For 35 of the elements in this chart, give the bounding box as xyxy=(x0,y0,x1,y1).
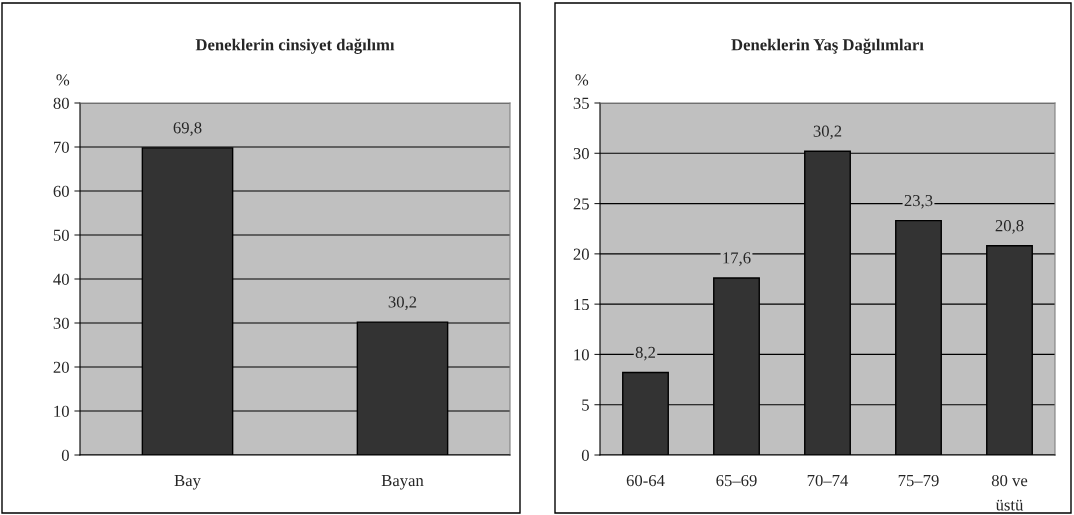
x-tick-label: 70–74 xyxy=(807,474,849,487)
y-tick-label: 30 xyxy=(573,147,589,160)
y-tick-label: 60 xyxy=(53,185,69,197)
y-tick-label: 25 xyxy=(573,198,589,210)
chart-title: Deneklerin Yaş Dağılımları xyxy=(731,38,924,54)
data-label: 8,2 xyxy=(635,346,655,361)
y-tick-label: 15 xyxy=(574,298,589,311)
y-tick-label: 10 xyxy=(54,405,69,417)
y-tick-label: 5 xyxy=(582,399,589,411)
y-tick-label: 20 xyxy=(53,361,69,373)
data-label: 30,2 xyxy=(388,296,417,311)
x-tick-label: Bayan xyxy=(381,475,424,490)
y-axis-title: % xyxy=(575,74,589,86)
data-label: 23,3 xyxy=(904,194,933,209)
y-tick-label: 70 xyxy=(54,141,69,153)
y-tick-label: 10 xyxy=(574,349,589,361)
x-tick-label: 65–69 xyxy=(716,474,757,487)
x-tick-label: Bay xyxy=(174,475,201,490)
data-label: 69,8 xyxy=(173,122,202,136)
y-tick-label: 40 xyxy=(53,273,69,285)
x-tick-label: 80 ve üstü xyxy=(991,474,1028,511)
y-axis-title: % xyxy=(56,74,70,86)
chart-title: Deneklerin cinsiyet dağılımı xyxy=(195,38,395,54)
data-label: 17,6 xyxy=(723,252,751,266)
data-label: 20,8 xyxy=(995,220,1024,234)
x-tick-label: 75–79 xyxy=(898,474,939,487)
y-tick-label: 80 xyxy=(53,97,69,109)
y-tick-label: 50 xyxy=(53,229,69,241)
y-tick-label: 0 xyxy=(581,449,589,461)
x-tick-label: 60-64 xyxy=(626,474,665,487)
y-tick-label: 35 xyxy=(573,97,589,109)
y-tick-label: 30 xyxy=(53,317,69,329)
y-tick-label: 20 xyxy=(573,248,589,260)
data-label: 30,2 xyxy=(813,125,842,140)
y-tick-label: 0 xyxy=(61,449,69,461)
